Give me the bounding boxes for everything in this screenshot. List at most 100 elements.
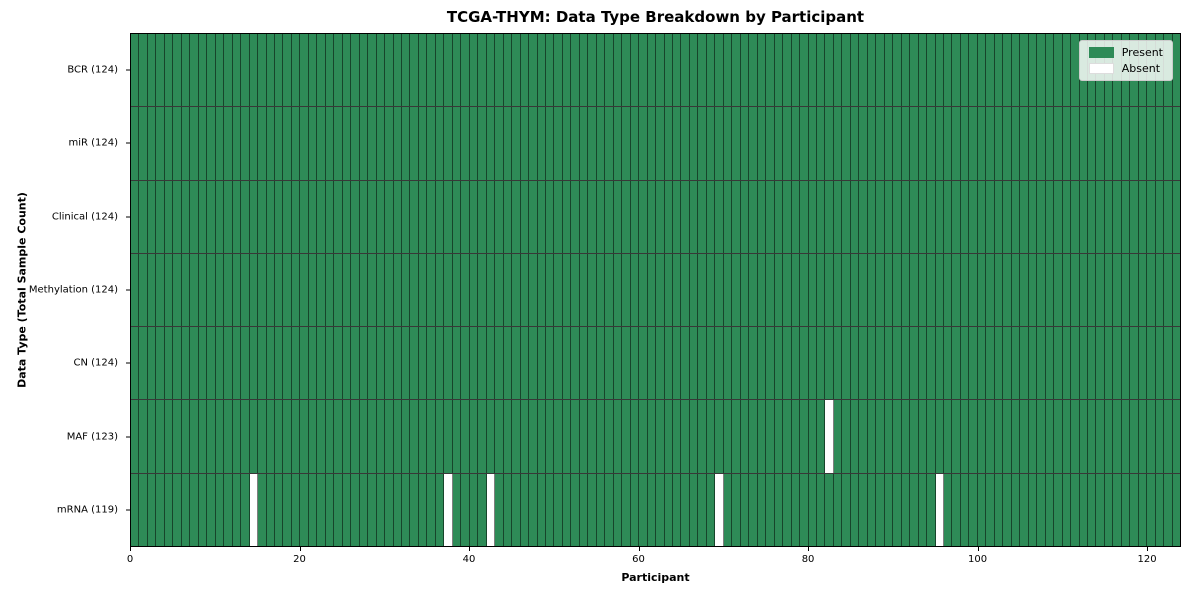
x-tick-mark	[299, 547, 301, 551]
present-cell	[664, 107, 673, 180]
present-cell	[664, 180, 673, 253]
present-cell	[1003, 473, 1012, 546]
present-cell	[596, 400, 606, 473]
present-swatch	[1088, 47, 1114, 58]
present-cell	[359, 180, 369, 253]
present-cell	[774, 473, 784, 546]
present-cell	[334, 253, 343, 327]
present-cell	[571, 34, 580, 107]
present-cell	[1087, 400, 1097, 473]
present-cell	[173, 34, 182, 107]
present-cell	[630, 180, 640, 253]
present-cell	[969, 107, 978, 180]
present-cell	[1121, 180, 1131, 253]
present-cell	[647, 34, 657, 107]
present-cell	[1113, 327, 1122, 400]
present-cell	[579, 473, 589, 546]
present-cell	[181, 400, 191, 473]
present-cell	[596, 107, 606, 180]
present-cell	[486, 180, 496, 253]
present-cell	[274, 180, 284, 253]
present-cell	[444, 107, 453, 180]
present-cell	[842, 180, 851, 253]
present-cell	[300, 180, 309, 253]
present-cell	[1037, 34, 1046, 107]
present-cell	[876, 253, 885, 327]
present-cell	[749, 34, 758, 107]
present-cell	[639, 253, 648, 327]
present-cell	[1130, 400, 1139, 473]
present-cell	[224, 34, 233, 107]
present-cell	[1113, 253, 1122, 327]
present-cell	[1011, 473, 1021, 546]
present-cell	[520, 327, 530, 400]
present-cell	[147, 107, 157, 180]
present-cell	[579, 180, 589, 253]
present-cell	[867, 34, 877, 107]
present-cell	[884, 34, 894, 107]
present-cell	[418, 400, 428, 473]
present-cell	[207, 107, 216, 180]
present-cell	[385, 473, 394, 546]
present-cell	[317, 34, 326, 107]
present-cell	[495, 107, 504, 180]
present-cell	[893, 107, 902, 180]
present-cell	[156, 34, 165, 107]
present-cell	[545, 327, 555, 400]
present-cell	[198, 34, 208, 107]
present-cell	[359, 253, 369, 327]
present-cell	[749, 400, 758, 473]
present-cell	[342, 473, 352, 546]
x-tick-label: 20	[293, 554, 306, 565]
present-cell	[554, 34, 563, 107]
present-cell	[283, 34, 292, 107]
present-cell	[393, 180, 402, 253]
present-cell	[317, 327, 326, 400]
present-cell	[418, 34, 428, 107]
present-cell	[681, 400, 690, 473]
present-cell	[545, 473, 555, 546]
present-cell	[808, 107, 817, 180]
present-cell	[452, 107, 462, 180]
present-cell	[935, 180, 944, 253]
present-cell	[986, 400, 995, 473]
present-cell	[927, 327, 936, 400]
present-cell	[385, 400, 394, 473]
present-cell	[647, 107, 657, 180]
present-cell	[342, 327, 352, 400]
present-cell	[622, 327, 631, 400]
present-cell	[639, 473, 648, 546]
present-cell	[706, 34, 716, 107]
present-cell	[681, 327, 690, 400]
present-cell	[723, 180, 733, 253]
present-cell	[232, 180, 242, 253]
present-cell	[850, 400, 860, 473]
x-axis-label: Participant	[621, 571, 690, 584]
present-cell	[571, 180, 580, 253]
present-cell	[986, 327, 995, 400]
present-cell	[596, 473, 606, 546]
present-cell	[402, 253, 411, 327]
present-cell	[334, 327, 343, 400]
present-cell	[740, 34, 750, 107]
present-cell	[960, 180, 970, 253]
present-cell	[190, 327, 199, 400]
present-cell	[749, 180, 758, 253]
present-cell	[833, 180, 843, 253]
present-cell	[994, 34, 1004, 107]
present-cell	[1096, 253, 1105, 327]
present-cell	[732, 180, 741, 253]
present-cell	[647, 327, 657, 400]
present-cell	[596, 34, 606, 107]
present-cell	[1003, 107, 1012, 180]
present-cell	[622, 107, 631, 180]
present-cell	[258, 473, 267, 546]
y-tick-label-BCR: BCR (124)	[67, 64, 118, 76]
present-cell	[800, 180, 809, 253]
present-cell	[1087, 327, 1097, 400]
present-cell	[181, 107, 191, 180]
present-cell	[478, 473, 487, 546]
present-cell	[1113, 400, 1122, 473]
present-cell	[190, 473, 199, 546]
present-cell	[689, 327, 699, 400]
